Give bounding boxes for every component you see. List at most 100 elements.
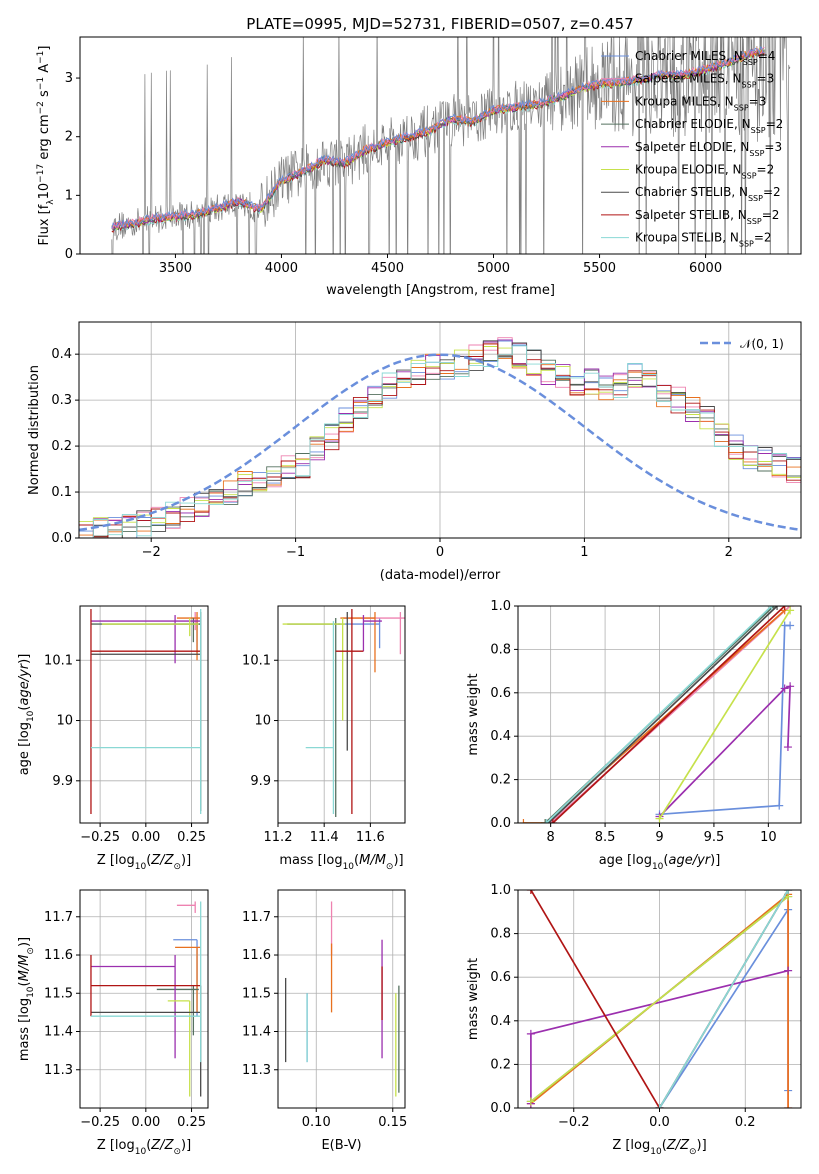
massweight-marker bbox=[526, 1029, 535, 1038]
y-tick-label: 9.9 bbox=[250, 774, 271, 789]
label-part: 10 bbox=[26, 986, 36, 998]
y-tick-label: 0.1 bbox=[51, 485, 72, 500]
y-tick-label: 11.4 bbox=[242, 1025, 271, 1040]
x-tick-label: −1 bbox=[286, 545, 305, 560]
x-tick-label: 2 bbox=[725, 545, 733, 560]
legend-sub: SSP bbox=[742, 80, 757, 89]
y-tick-label: 11.6 bbox=[242, 948, 271, 963]
legend-sub: SSP bbox=[748, 194, 763, 203]
label-part: λ bbox=[46, 199, 56, 205]
label-part: −2 bbox=[36, 101, 46, 114]
label-part: −17 bbox=[36, 164, 46, 183]
y-tick-label: 0.8 bbox=[490, 927, 511, 942]
y-tick-label: 0.2 bbox=[490, 773, 511, 788]
x-tick-label: 5000 bbox=[477, 261, 510, 276]
label-part: age [log bbox=[17, 722, 32, 775]
y-axis-label: age [log10(age/yr)] bbox=[17, 654, 36, 776]
label-part: ⊙ bbox=[173, 862, 181, 872]
legend-suffix: =3 bbox=[757, 72, 775, 86]
label-part: Z/Z bbox=[150, 1138, 174, 1153]
massweight-kroupa-elodie-line bbox=[658, 609, 791, 820]
y-tick-label: 11.7 bbox=[242, 910, 271, 925]
y-tick-label: 2 bbox=[65, 130, 73, 145]
y-tick-label: 10.1 bbox=[242, 653, 271, 668]
label-part: ( bbox=[146, 853, 151, 868]
massweight-salpeter-elodie-line bbox=[658, 685, 791, 818]
histogram-salpeter-elodie-step bbox=[79, 339, 801, 538]
label-part: 10 bbox=[652, 862, 664, 872]
massweight-marker bbox=[780, 606, 789, 610]
massweight-marker bbox=[784, 890, 793, 894]
label-part: )] bbox=[710, 853, 720, 868]
y-tick-label: 0.2 bbox=[51, 439, 72, 454]
x-tick-label: 11.4 bbox=[310, 830, 339, 845]
x-tick-label: 11.2 bbox=[264, 830, 293, 845]
y-tick-label: 9.9 bbox=[52, 774, 73, 789]
massweight-marker bbox=[773, 606, 782, 610]
label-part: ( bbox=[17, 981, 32, 986]
label-part: )] bbox=[181, 853, 191, 868]
legend-suffix: =2 bbox=[762, 208, 780, 222]
legend-entry: Kroupa ELODIE, NSSP=2 bbox=[635, 163, 774, 181]
legend-text: Salpeter MILES, N bbox=[635, 72, 742, 86]
y-tick-label: 10.1 bbox=[44, 653, 73, 668]
y-tick-label: 0.8 bbox=[490, 642, 511, 657]
label-part: ( bbox=[662, 1138, 667, 1153]
y-tick-label: 0.3 bbox=[51, 393, 72, 408]
massweight-marker bbox=[786, 621, 795, 630]
y-axis-label: mass [log10(M/M⊙)] bbox=[17, 937, 36, 1061]
x-axis-label: mass [log10(M/M⊙)] bbox=[279, 853, 403, 872]
data-spectrum-line bbox=[111, 37, 791, 254]
y-tick-label: 11.4 bbox=[44, 1025, 73, 1040]
label-part: −1 bbox=[36, 51, 46, 64]
x-tick-label: 0.00 bbox=[131, 830, 160, 845]
label-part: erg cm bbox=[37, 114, 52, 163]
x-tick-label: 0.15 bbox=[378, 1115, 407, 1130]
label-part: )] bbox=[393, 853, 403, 868]
legend-text: Salpeter STELIB, N bbox=[635, 208, 747, 222]
legend-sub: SSP bbox=[734, 103, 749, 112]
gaussian-curve bbox=[79, 353, 801, 532]
histogram-kroupa-stelib-step bbox=[79, 345, 801, 538]
y-tick-label: 0.4 bbox=[490, 729, 511, 744]
legend-text: Salpeter ELODIE, N bbox=[635, 140, 749, 154]
massweight-kroupa-stelib-line bbox=[545, 606, 773, 823]
legend-text: Chabrier MILES, N bbox=[635, 49, 743, 63]
massweight-marker bbox=[655, 1104, 664, 1108]
legend-text: Chabrier STELIB, N bbox=[635, 185, 748, 199]
label-part: Z [log bbox=[612, 1138, 650, 1153]
y-tick-label: 1 bbox=[65, 188, 73, 203]
x-axis-label: Z [log10(Z/Z⊙)] bbox=[97, 1138, 191, 1157]
label-part: ⊙ bbox=[173, 1147, 181, 1157]
massweight-vs-age-plot-area bbox=[519, 606, 795, 823]
y-tick-label: 0.4 bbox=[51, 347, 72, 362]
legend-entry: Chabrier ELODIE, NSSP=2 bbox=[635, 117, 783, 135]
label-part: )] bbox=[697, 1138, 707, 1153]
label-part: )] bbox=[181, 1138, 191, 1153]
legend-sub: SSP bbox=[739, 239, 754, 248]
massweight-marker bbox=[786, 606, 795, 615]
label-part: age/yr bbox=[668, 853, 711, 868]
legend-text: Kroupa MILES, N bbox=[635, 94, 734, 108]
x-tick-label: 0.10 bbox=[302, 1115, 331, 1130]
massweight-vs-Z-plot-area bbox=[526, 890, 793, 1108]
y-tick-label: 0.2 bbox=[490, 1057, 511, 1072]
age-vs-mass-plot-area bbox=[282, 609, 405, 817]
legend-suffix: =4 bbox=[758, 49, 776, 63]
legend-entry: Salpeter STELIB, NSSP=2 bbox=[635, 208, 779, 226]
label-part: Z/Z bbox=[666, 1138, 690, 1153]
x-tick-label: 4500 bbox=[371, 261, 404, 276]
y-axis-label: Flux [fλ10−17 erg cm−2 s−1 A−1] bbox=[36, 46, 56, 246]
x-tick-label: 9.5 bbox=[704, 830, 725, 845]
x-tick-label: 11.6 bbox=[356, 830, 385, 845]
histogram-salpeter-miles-step bbox=[79, 337, 801, 538]
massweight-vs-Z-panel: −0.2 0.0 0.2 0.0 0.2 0.4 0.6 0.8 1.0 Z [log10(Z/Z… bbox=[466, 883, 802, 1157]
label-part: M/M bbox=[17, 955, 32, 982]
y-tick-label: 0.0 bbox=[51, 531, 72, 546]
mass-vs-EBV-plot-area bbox=[285, 901, 400, 1097]
y-tick-label: 0.4 bbox=[490, 1014, 511, 1029]
